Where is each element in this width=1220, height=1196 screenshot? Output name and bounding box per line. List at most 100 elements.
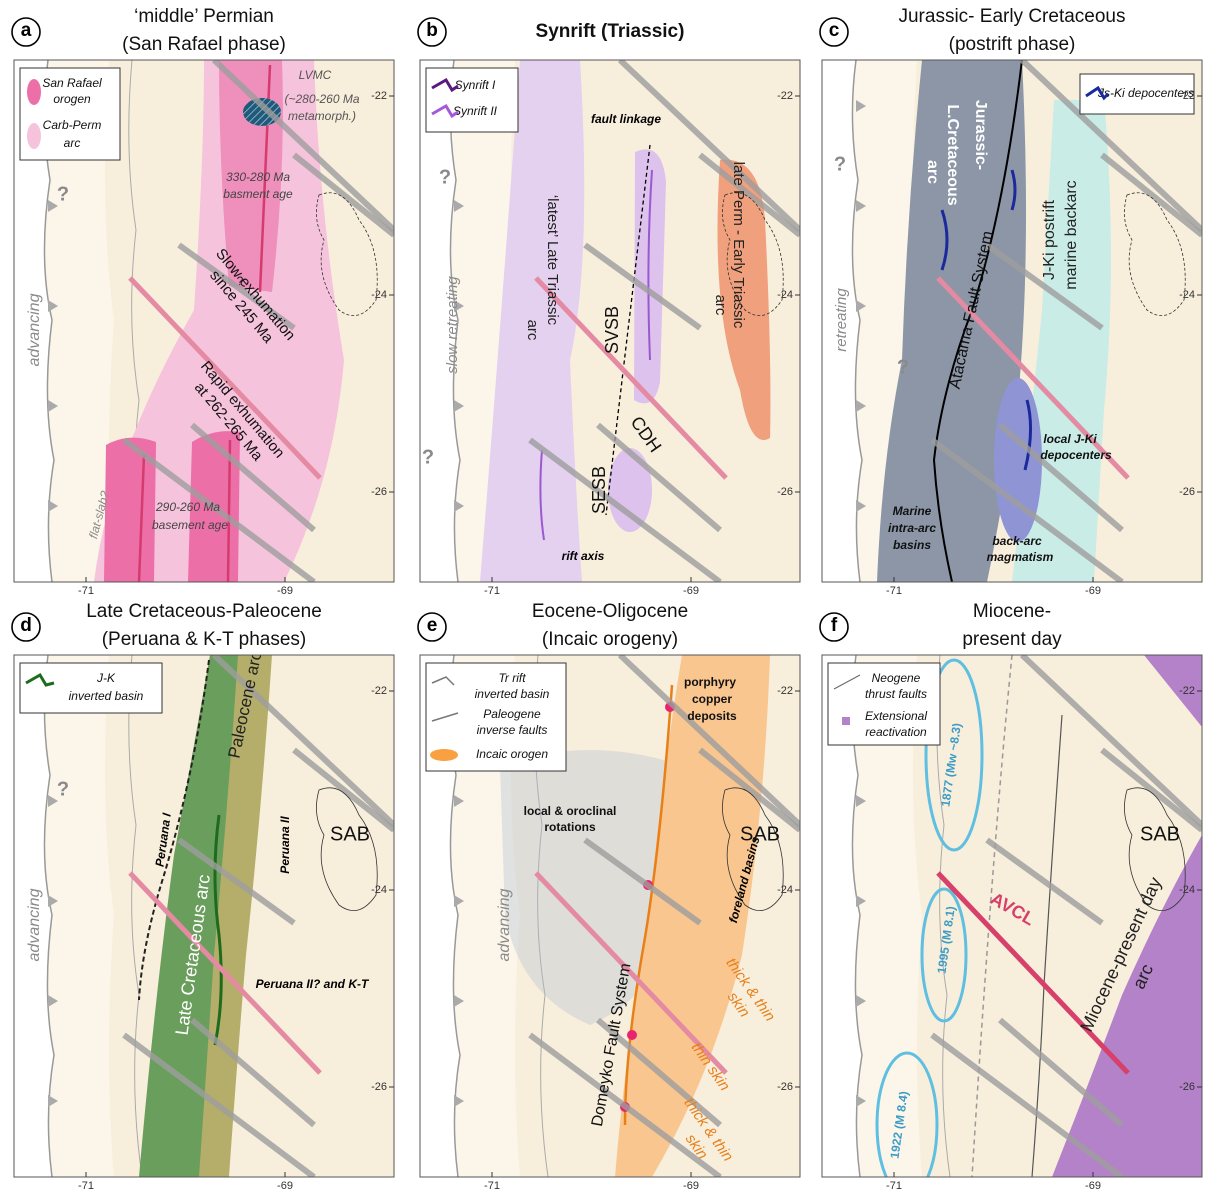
x-tick-label: -69 [683,585,699,597]
map-label: arc [712,295,729,316]
panel: Synrift (Triassic) b fault linkage ‘latest’… [418,18,800,597]
y-tick-label: -22 [1179,685,1195,697]
map-label: Peruana II [278,816,292,874]
panel-letter: a [21,20,32,41]
map-label: fault linkage [591,112,661,126]
legend-text: reactivation [865,725,927,739]
x-tick-label: -69 [277,585,293,597]
map-label: deposits [687,709,737,723]
panel-title: Synrift (Triassic) [536,21,685,42]
y-tick-label: -26 [1179,1081,1195,1093]
legend-text: orogen [53,92,91,106]
legend-text: J-K [96,671,116,685]
x-tick-label: -71 [886,1180,902,1191]
legend-text: inverted basin [475,687,550,701]
panel: Miocene-present day f 1877 (Mw ~8.3)1995 (… [820,601,1202,1191]
map-label: basins [893,538,931,552]
legend-text: San Rafael [42,76,102,90]
panel-letter: d [20,615,32,636]
legend-text: Extensional [865,709,927,723]
map-label: Marine [893,504,932,518]
x-tick-label: -69 [683,1180,699,1191]
panel-title: Eocene-Oligocene [532,601,688,622]
map-label: SESB [589,466,609,514]
panel-title: (Peruana & K-T phases) [102,629,307,650]
map-label: depocenters [1040,448,1112,462]
panel: Late Cretaceous-Paleocene(Peruana & K-T … [12,601,394,1191]
map-label: Jurassic- [972,100,989,170]
panel: Jurassic- Early Cretaceous(postrift phas… [820,6,1202,597]
x-tick-label: -71 [78,1180,94,1191]
legend-box [20,663,162,713]
map-label: local J-Ki [1043,432,1097,446]
panel-letter: f [831,615,838,636]
map-label: intra-arc [888,521,936,535]
y-tick-label: -24 [1179,884,1195,896]
map-label: advancing [496,888,513,961]
panel-letter: b [426,20,438,41]
x-tick-label: -71 [886,585,902,597]
map-label: ? [439,166,451,188]
rift-basin [608,448,652,532]
legend-text: arc [64,136,81,150]
y-tick-label: -26 [777,1081,793,1093]
map-label: ? [57,778,69,800]
map-label: marine backarc [1063,180,1080,289]
legend-text: Synrift II [453,104,498,118]
panel-letter: e [427,615,438,636]
panel: ‘middle’ Permian(San Rafael phase)aLVMC(… [12,6,394,597]
y-tick-label: -26 [777,486,793,498]
legend-text: Neogene [872,671,921,685]
y-tick-label: -24 [777,884,793,896]
legend-text: Paleogene [483,707,541,721]
legend-symbol [27,123,41,149]
x-tick-label: -69 [277,1180,293,1191]
y-tick-label: -26 [371,486,387,498]
legend-symbol [27,79,41,105]
legend-text: Tr rift [498,671,526,685]
map-label: SAB [330,823,370,845]
panel-title: (San Rafael phase) [122,34,286,55]
map-label: basment age [223,187,293,201]
y-tick-label: -22 [777,90,793,102]
y-tick-label: -26 [1179,486,1195,498]
panel-title: (Incaic orogeny) [542,629,678,650]
map-label: 290-260 Ma [155,500,220,514]
map-label: metamorph.) [288,109,356,123]
legend-symbol [430,749,458,761]
map: 1877 (Mw ~8.3)1995 (M 8.1)1922 (M 8.4)AV… [822,655,1202,1191]
legend-text: Synrift I [455,78,496,92]
map-label: SVSB [602,306,622,354]
map-label: ‘latest’ Late Triassic [544,195,561,326]
legend-text: inverted basin [69,689,144,703]
panel-title: present day [962,629,1062,650]
map-label: SAB [1140,823,1180,845]
panel-title: (postrift phase) [949,34,1076,55]
map-label: Peruana II? and K-T [256,977,370,991]
map-label: advancing [26,293,43,366]
map-label: back-arc [992,534,1042,548]
panel: Eocene-Oligocene (Incaic orogeny) e porphyr… [418,601,800,1191]
map-label: J-Ki postrift [1041,199,1058,280]
porphyry-deposit [627,1030,637,1040]
y-tick-label: -22 [1179,90,1195,102]
legend-text: Carb-Perm [43,118,102,132]
y-tick-label: -26 [371,1081,387,1093]
map-label: LVMC [299,68,332,82]
map-label: retreating [833,288,850,352]
map-label: porphyry [684,675,736,689]
map-label: rotations [544,820,596,834]
x-tick-label: -71 [484,1180,500,1191]
legend-text: inverse faults [477,723,548,737]
map-label: ? [57,183,69,205]
map: LVMC(~280-260 Mametamorph.)330-280 Mabas… [14,60,394,582]
legend-text: thrust faults [865,687,927,701]
map: fault linkage ‘latest’ Late Triassic arc SV… [420,60,800,582]
map-label: L.Cretaceous [944,104,961,205]
map-label: rift axis [562,549,605,563]
y-tick-label: -24 [1179,289,1195,301]
map-label: ? [897,356,909,378]
map-label: arc [924,160,941,184]
panel-title: Miocene- [973,601,1051,622]
